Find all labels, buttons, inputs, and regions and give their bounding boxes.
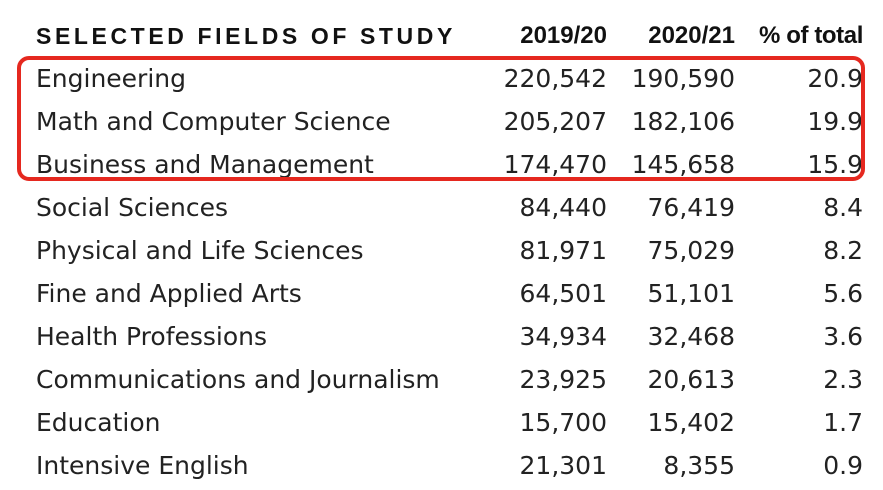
header-2020-21: 2020/21	[648, 22, 735, 49]
row-value-2019-20: 174,470	[503, 150, 607, 179]
row-value-2020-21: 32,468	[647, 322, 735, 351]
table-row: Engineering 220,542 190,590 20.9	[0, 57, 883, 100]
row-field-name: Communications and Journalism	[36, 365, 440, 394]
table-row: Education 15,700 15,402 1.7	[0, 401, 883, 444]
table-row: Business and Management 174,470 145,658 15.…	[0, 143, 883, 186]
header-2019-20: 2019/20	[520, 22, 607, 49]
row-percent-total: 8.2	[823, 236, 863, 265]
row-percent-total: 0.9	[823, 451, 863, 480]
row-percent-total: 1.7	[823, 408, 863, 437]
table-header: SELECTED FIELDS OF STUDY 2019/20 2020/21…	[0, 18, 883, 54]
row-value-2020-21: 8,355	[663, 451, 735, 480]
row-percent-total: 19.9	[807, 107, 863, 136]
table-row: Health Professions 34,934 32,468 3.6	[0, 315, 883, 358]
row-field-name: Health Professions	[36, 322, 268, 351]
header-field: SELECTED FIELDS OF STUDY	[36, 23, 456, 49]
row-value-2019-20: 15,700	[519, 408, 607, 437]
row-percent-total: 20.9	[807, 64, 863, 93]
table-row: Communications and Journalism 23,925 20,61…	[0, 358, 883, 401]
row-value-2020-21: 15,402	[647, 408, 735, 437]
row-field-name: Education	[36, 408, 161, 437]
row-value-2020-21: 190,590	[631, 64, 735, 93]
table-row: Math and Computer Science 205,207 182,106 1…	[0, 100, 883, 143]
table-row: Physical and Life Sciences 81,971 75,029 8.…	[0, 229, 883, 272]
row-percent-total: 5.6	[823, 279, 863, 308]
row-value-2019-20: 81,971	[519, 236, 607, 265]
row-value-2019-20: 21,301	[519, 451, 607, 480]
row-value-2019-20: 23,925	[519, 365, 607, 394]
row-value-2019-20: 205,207	[503, 107, 607, 136]
row-percent-total: 8.4	[823, 193, 863, 222]
row-percent-total: 2.3	[823, 365, 863, 394]
row-value-2020-21: 182,106	[631, 107, 735, 136]
row-value-2020-21: 51,101	[647, 279, 735, 308]
row-field-name: Math and Computer Science	[36, 107, 391, 136]
row-value-2020-21: 76,419	[647, 193, 735, 222]
highlight-box	[17, 56, 865, 181]
table-row: Intensive English 21,301 8,355 0.9	[0, 444, 883, 487]
row-percent-total: 3.6	[823, 322, 863, 351]
row-value-2019-20: 64,501	[519, 279, 607, 308]
row-field-name: Engineering	[36, 64, 186, 93]
row-value-2019-20: 220,542	[503, 64, 607, 93]
row-field-name: Business and Management	[36, 150, 374, 179]
row-field-name: Fine and Applied Arts	[36, 279, 302, 308]
row-value-2020-21: 75,029	[647, 236, 735, 265]
row-value-2019-20: 34,934	[519, 322, 607, 351]
row-value-2020-21: 20,613	[647, 365, 735, 394]
table-row: Social Sciences 84,440 76,419 8.4	[0, 186, 883, 229]
row-field-name: Social Sciences	[36, 193, 229, 222]
row-field-name: Intensive English	[36, 451, 249, 480]
table-row: Fine and Applied Arts 64,501 51,101 5.6	[0, 272, 883, 315]
row-value-2020-21: 145,658	[631, 150, 735, 179]
row-field-name: Physical and Life Sciences	[36, 236, 364, 265]
row-value-2019-20: 84,440	[519, 193, 607, 222]
header-percent-total: % of total	[759, 22, 863, 49]
